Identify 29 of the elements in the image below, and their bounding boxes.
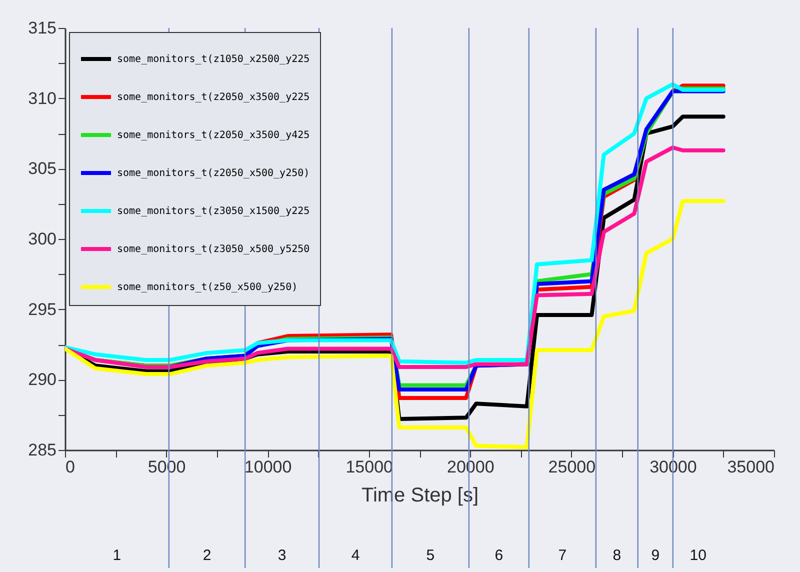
legend-label: some_monitors_t(z3050_x1500_y225 (117, 206, 310, 217)
text: 1 (112, 547, 122, 564)
y-tick-label: 295 (28, 300, 56, 319)
legend-label: some_monitors_t(z2050_x500_y250) (117, 168, 310, 179)
legend-label: some_monitors_t(z50_x500_y250) (117, 282, 298, 293)
x-tick-label: 35000 (727, 458, 774, 476)
text: 7 (558, 547, 567, 564)
legend-label: some_monitors_t(z1050_x2500_y225 (117, 54, 310, 65)
text: 4 (351, 547, 360, 564)
x-tick-label: 0 (66, 458, 75, 476)
y-tick-label: 310 (28, 88, 56, 108)
legend-label: some_monitors_t(z2050_x3500_y425 (117, 130, 310, 141)
text: 9 (651, 547, 660, 564)
text: 2 (202, 547, 212, 564)
y-tick-label: 290 (28, 370, 56, 390)
text: 10 (690, 547, 706, 564)
y-tick-label: 305 (28, 159, 56, 178)
x-tick-label: 10000 (244, 458, 292, 476)
x-tick-label: 15000 (346, 458, 393, 476)
text: 6 (494, 547, 504, 564)
text: 8 (612, 547, 622, 564)
legend-label: some_monitors_t(z2050_x3500_y225 (117, 92, 310, 103)
y-tick-label: 285 (28, 440, 56, 460)
y-tick-label: 300 (28, 230, 56, 248)
text: 3 (278, 547, 286, 564)
text: 5 (426, 547, 435, 564)
legend-label: some_monitors_t(z3050_x500_y5250 (117, 244, 310, 255)
x-tick-label: 25000 (548, 458, 596, 476)
y-tick-label: 315 (28, 18, 56, 38)
